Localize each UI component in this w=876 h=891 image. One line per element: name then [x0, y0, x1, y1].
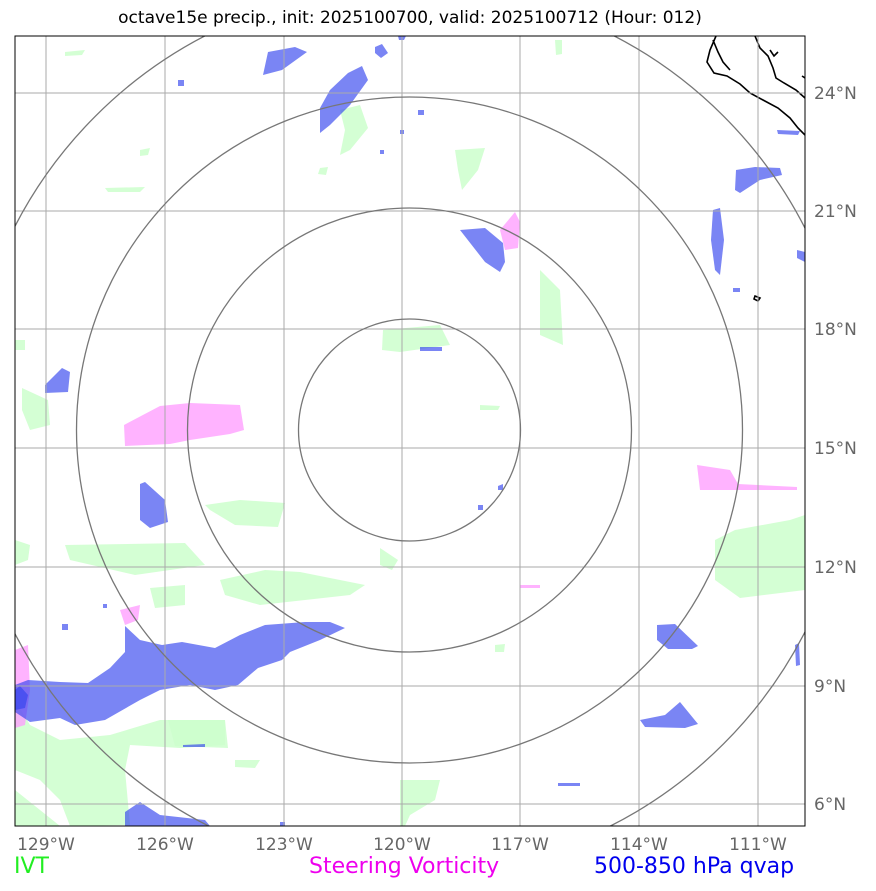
- coastline: [706, 36, 805, 303]
- lat-tick-label: 21°N: [814, 202, 857, 222]
- lat-tick-label: 24°N: [814, 84, 857, 104]
- map-frame: [14, 35, 806, 827]
- legend-qvap: 500-850 hPa qvap: [594, 854, 795, 879]
- lon-tick-label: 117°W: [491, 835, 549, 855]
- lon-tick-label: 114°W: [610, 835, 668, 855]
- map-plot-area: [15, 36, 805, 826]
- lon-tick-label: 111°W: [729, 835, 787, 855]
- lon-tick-label: 123°W: [255, 835, 313, 855]
- lat-tick-label: 15°N: [814, 439, 857, 459]
- range-ring: [297, 318, 522, 542]
- range-ring: [75, 96, 744, 764]
- ivt-field: [15, 40, 805, 826]
- lat-tick-label: 18°N: [814, 320, 857, 340]
- lat-tick-label: 6°N: [814, 795, 846, 815]
- qvap-field: [15, 36, 805, 826]
- lat-tick-label: 9°N: [814, 677, 846, 697]
- legend-ivt: IVT: [14, 854, 49, 879]
- lon-tick-label: 126°W: [136, 835, 194, 855]
- lon-tick-label: 129°W: [17, 835, 75, 855]
- map-title: octave15e precip., init: 2025100700, val…: [118, 8, 702, 28]
- vorticity-field: [15, 212, 797, 728]
- lat-tick-label: 12°N: [814, 558, 857, 578]
- graticule: [15, 36, 805, 826]
- range-ring: [186, 207, 633, 653]
- lon-tick-label: 120°W: [373, 835, 431, 855]
- longitude-axis: 129°W 126°W 123°W 120°W 117°W 114°W 111°…: [17, 835, 787, 855]
- range-rings: [15, 36, 805, 826]
- latitude-axis: 24°N 21°N 18°N 15°N 12°N 9°N 6°N: [814, 84, 857, 815]
- legend-steering-vorticity: Steering Vorticity: [309, 854, 500, 879]
- range-ring: [15, 36, 805, 826]
